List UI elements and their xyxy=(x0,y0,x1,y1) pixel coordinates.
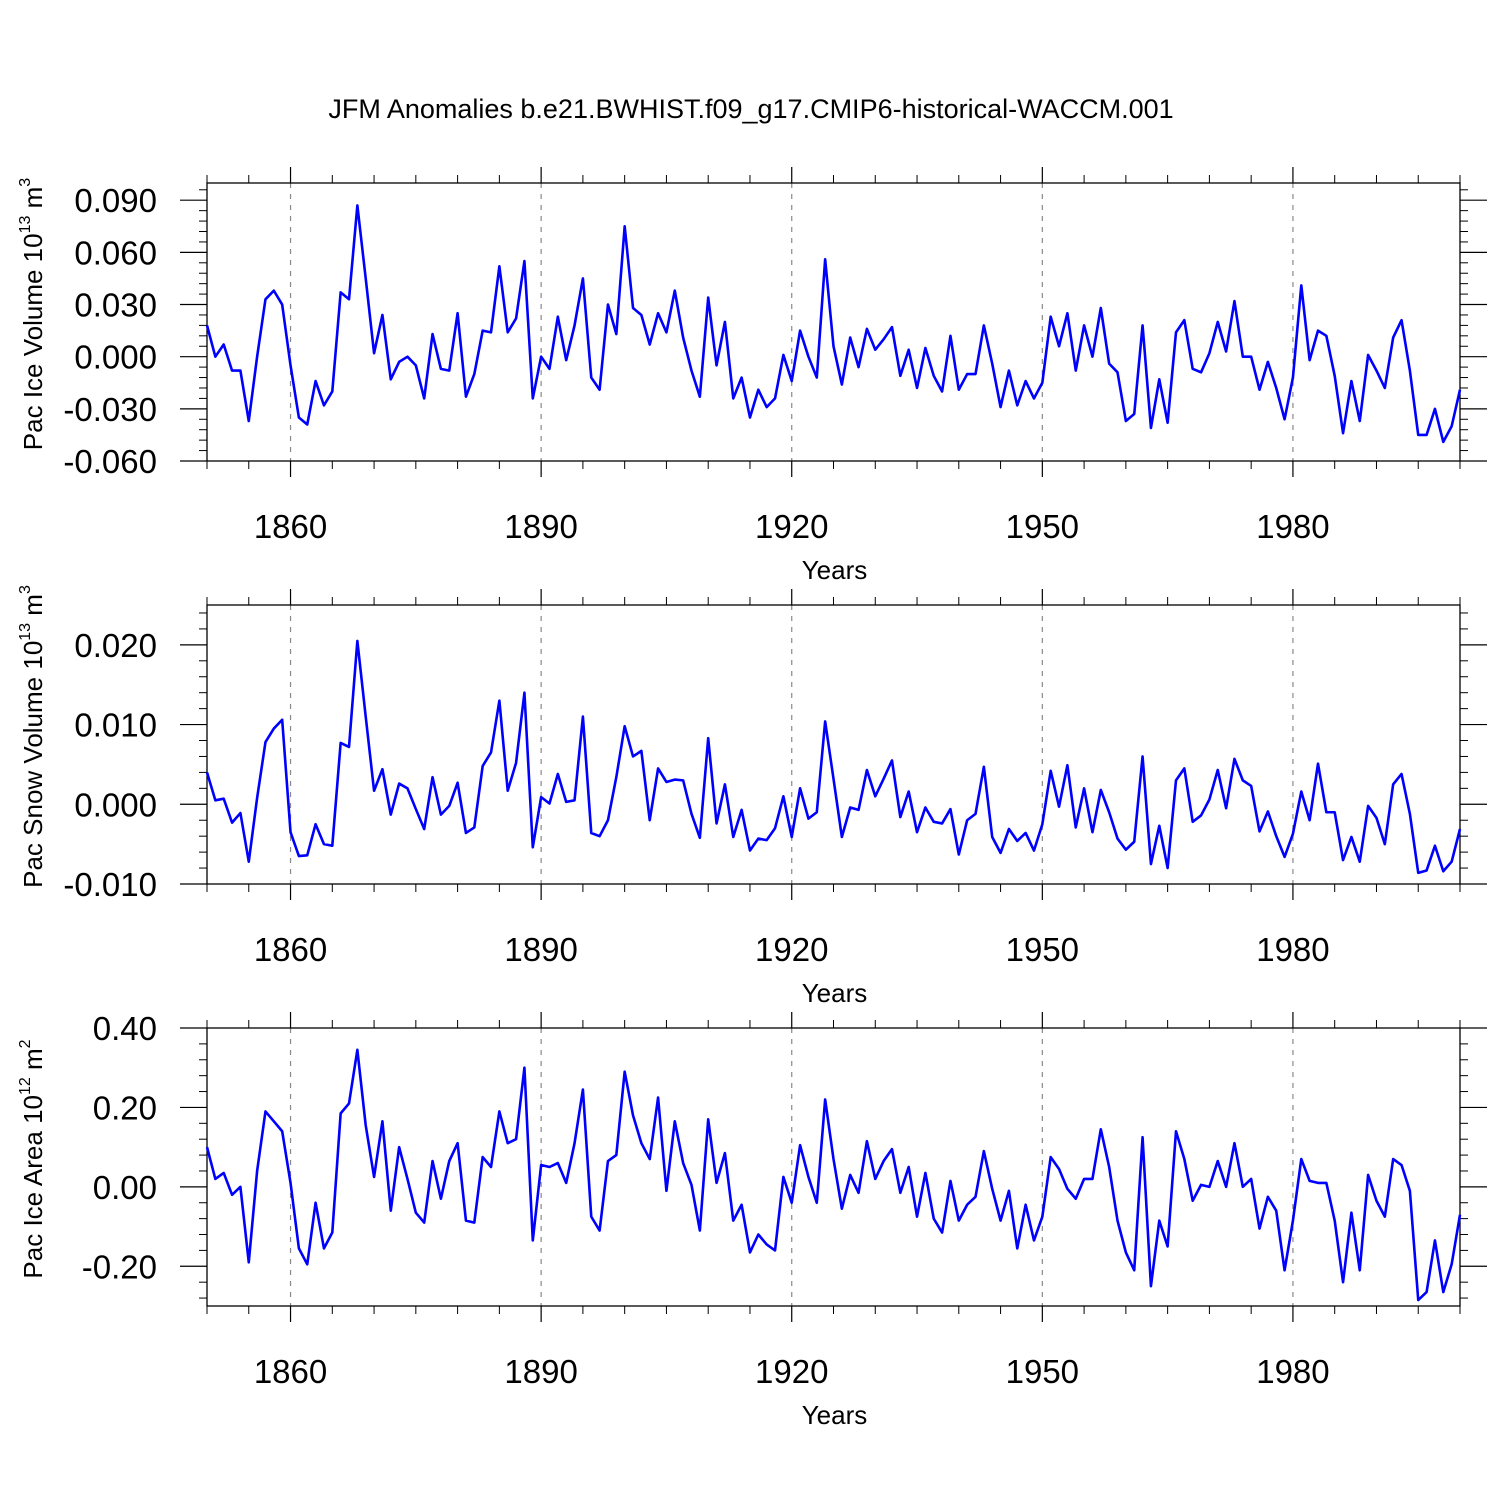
series-line-2 xyxy=(205,639,1462,875)
x-tick-label-1890: 1890 xyxy=(504,508,577,545)
y-tick-label-0.40: 0.40 xyxy=(93,1010,157,1047)
x-tick-label-1920: 1920 xyxy=(755,508,828,545)
y-axis-label: Pac Ice Area 1012 m2 xyxy=(17,1039,48,1278)
x-tick-label-1950: 1950 xyxy=(1006,1353,1079,1390)
plot-frame xyxy=(206,604,1461,885)
y-axis-label: Pac Snow Volume 1013 m3 xyxy=(17,585,48,888)
y-tick-label--0.010: -0.010 xyxy=(63,866,157,903)
y-tick-label-0.010: 0.010 xyxy=(74,707,157,744)
panel-3: 1860 1890 1920 1950 1980 -0.20 0.00 0.20 0.40 Yea… xyxy=(17,1010,1487,1430)
y-tick-label-0.20: 0.20 xyxy=(93,1089,157,1126)
y-tick-label-0.060: 0.060 xyxy=(74,234,157,271)
x-tick-label-1860: 1860 xyxy=(254,508,327,545)
x-tick-label-1950: 1950 xyxy=(1006,508,1079,545)
x-tick-label-1890: 1890 xyxy=(504,1353,577,1390)
y-tick-label--0.060: -0.060 xyxy=(63,443,157,480)
x-axis-label: Years xyxy=(802,978,868,1008)
series-line-1 xyxy=(205,204,1462,444)
y-tick-label-0.000: 0.000 xyxy=(74,786,157,823)
plot-frame xyxy=(206,1027,1461,1307)
x-axis-label: Years xyxy=(802,555,868,585)
panel-2: 1860 1890 1920 1950 1980 -0.010 0.000 0.010 0.02… xyxy=(17,585,1487,1008)
x-tick-label-1980: 1980 xyxy=(1256,931,1329,968)
y-tick-label-0.00: 0.00 xyxy=(93,1169,157,1206)
y-tick-label-0.090: 0.090 xyxy=(74,182,157,219)
x-tick-label-1860: 1860 xyxy=(254,931,327,968)
x-tick-label-1860: 1860 xyxy=(254,1353,327,1390)
x-tick-label-1980: 1980 xyxy=(1256,1353,1329,1390)
y-tick-label--0.20: -0.20 xyxy=(82,1248,157,1285)
y-tick-label-0.020: 0.020 xyxy=(74,627,157,664)
y-tick-label--0.030: -0.030 xyxy=(63,391,157,428)
y-axis-label: Pac Ice Volume 1013 m3 xyxy=(17,178,48,451)
y-tick-label-0.030: 0.030 xyxy=(74,287,157,324)
y-tick-label-0.000: 0.000 xyxy=(74,339,157,376)
x-tick-label-1980: 1980 xyxy=(1256,508,1329,545)
plot-frame xyxy=(206,182,1461,462)
panel-1: 1860 1890 1920 1950 1980 -0.060 -0.030 0.000 0.0… xyxy=(17,167,1487,585)
x-tick-label-1920: 1920 xyxy=(755,931,828,968)
x-tick-label-1890: 1890 xyxy=(504,931,577,968)
series-line-3 xyxy=(205,1048,1462,1302)
x-tick-label-1950: 1950 xyxy=(1006,931,1079,968)
figure-title: JFM Anomalies b.e21.BWHIST.f09_g17.CMIP6… xyxy=(328,94,1173,124)
x-axis-label: Years xyxy=(802,1400,868,1430)
x-tick-label-1920: 1920 xyxy=(755,1353,828,1390)
